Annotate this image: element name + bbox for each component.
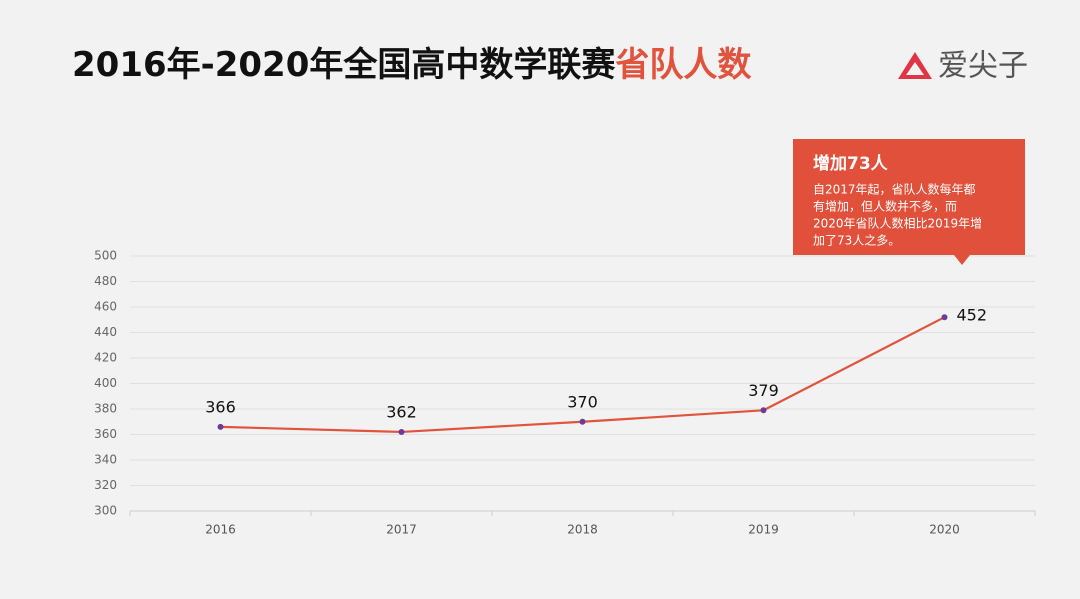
y-tick-label: 380 <box>94 402 117 416</box>
y-tick-label: 420 <box>94 351 117 365</box>
title-highlight: 省队人数 <box>615 45 751 85</box>
marker <box>941 314 948 321</box>
marker <box>398 428 405 435</box>
y-tick-label: 460 <box>94 300 117 314</box>
marker <box>579 418 586 425</box>
logo-text: 爱尖子 <box>938 49 1028 84</box>
x-tick-label: 2016 <box>205 523 236 537</box>
y-tick-label: 300 <box>94 504 117 518</box>
marker <box>217 423 224 430</box>
data-label: 370 <box>567 392 598 411</box>
y-tick-label: 500 <box>94 249 117 263</box>
annotation-line: 2020年省队人数相比2019年增 <box>813 216 982 231</box>
plot: 300 320 340 360 380 400 420 440 460 480 500 2016 201… <box>94 249 1036 537</box>
y-tick-label: 320 <box>94 478 117 492</box>
annotation-title: 增加73人 <box>813 153 889 174</box>
logo-icon <box>898 52 932 79</box>
annotation-line: 自2017年起，省队人数每年都 <box>813 182 976 197</box>
annotation-line: 加了73人之多。 <box>813 234 900 248</box>
y-tick-label: 480 <box>94 274 117 288</box>
y-tick-label: 340 <box>94 453 117 467</box>
x-tick-label: 2018 <box>567 523 598 537</box>
chart-title: 2016年-2020年全国高中数学联赛省队人数 <box>72 45 751 85</box>
marker <box>760 407 767 414</box>
annotation-pointer <box>954 255 970 265</box>
x-tick-label: 2019 <box>748 523 779 537</box>
x-tick-label: 2020 <box>929 523 960 537</box>
y-tick-label: 400 <box>94 376 117 390</box>
title-main: 2016年-2020年全国高中数学联赛 <box>72 45 616 85</box>
y-tick-label: 360 <box>94 427 117 441</box>
annotation-line: 有增加，但人数并不多，而 <box>813 199 957 214</box>
y-tick-label: 440 <box>94 325 117 339</box>
data-label: 362 <box>386 402 417 421</box>
data-label: 379 <box>748 381 779 400</box>
data-label: 366 <box>205 397 236 416</box>
data-label: 452 <box>957 306 988 325</box>
x-tick-label: 2017 <box>386 523 417 537</box>
annotation-box <box>793 139 1025 255</box>
